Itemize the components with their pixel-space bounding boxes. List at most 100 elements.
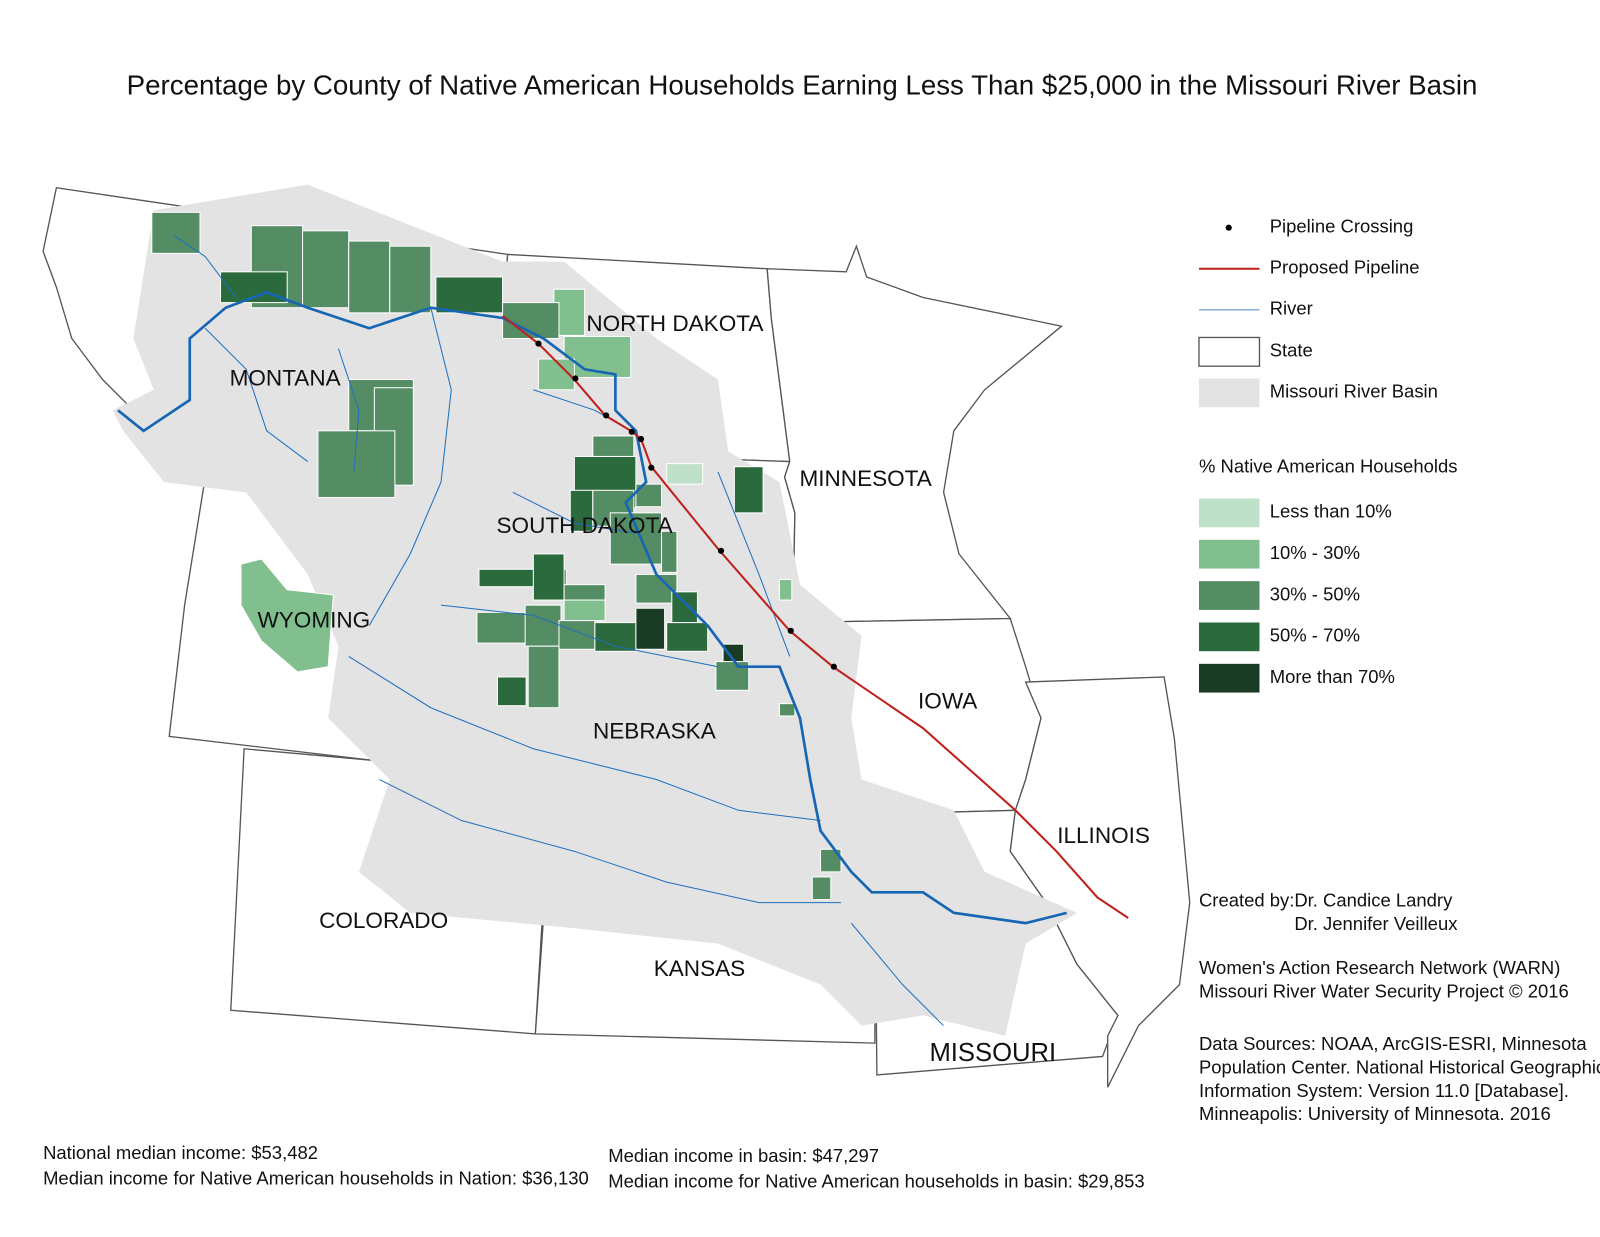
state-label: COLORADO <box>319 908 448 933</box>
credit-text: Information System: Version 11.0 [Databa… <box>1199 1080 1569 1101</box>
credit-text: Created by: <box>1199 889 1294 910</box>
legend-symbol <box>1225 224 1232 231</box>
county <box>594 622 637 652</box>
crossing <box>628 428 635 435</box>
stat-text: National median income: $53,482 <box>43 1142 318 1163</box>
county <box>476 611 529 644</box>
legend-swatch <box>1198 498 1260 528</box>
legend-swatch <box>1198 581 1260 610</box>
county <box>811 876 832 901</box>
credit-text: Dr. Candice Landry <box>1294 889 1453 910</box>
crossing <box>830 663 837 670</box>
legend-label: Proposed Pipeline <box>1270 257 1420 278</box>
county <box>151 211 201 254</box>
counties <box>151 211 842 901</box>
county <box>435 276 504 314</box>
state-label: NEBRASKA <box>593 718 716 743</box>
legend-label: 10% - 30% <box>1270 542 1360 563</box>
county <box>524 604 562 647</box>
county <box>527 645 560 709</box>
stat-text: Median income for Native American househ… <box>43 1167 589 1188</box>
state-label: NORTH DAKOTA <box>586 311 763 336</box>
credits: Created by: Dr. Candice Landry Dr. Jenni… <box>1199 889 1600 1123</box>
county <box>348 240 391 314</box>
legend-title: % Native American Households <box>1199 456 1457 477</box>
state-label: IOWA <box>918 689 977 714</box>
county <box>635 483 663 508</box>
stat-text: Median income in basin: $47,297 <box>608 1145 879 1166</box>
county <box>671 591 698 624</box>
county <box>240 558 334 673</box>
pipeline <box>501 315 1129 919</box>
legend-swatch <box>1198 622 1260 652</box>
title: Percentage by County of Native American … <box>127 70 1478 101</box>
missouri-river <box>117 290 1067 925</box>
legend-classes: Less than 10% 10% - 30% 30% - 50% 50% - 70%… <box>1198 498 1395 693</box>
river <box>440 604 719 668</box>
state-shape <box>766 244 1064 624</box>
state-label: KANSAS <box>654 956 745 981</box>
county <box>537 358 575 391</box>
river <box>204 327 308 462</box>
state-label: SOUTH DAKOTA <box>497 513 673 538</box>
crossing <box>648 464 655 471</box>
state-labels: MONTANA NORTH DAKOTA SOUTH DAKOTA WYOMIN… <box>230 311 1150 1067</box>
county <box>820 848 842 873</box>
legend-swatch <box>1198 539 1260 569</box>
legend-symbol <box>1198 378 1260 408</box>
state-label: ILLINOIS <box>1057 823 1150 848</box>
river <box>368 307 452 626</box>
rivers <box>117 235 1067 1027</box>
river <box>337 348 360 472</box>
crossing <box>535 340 542 347</box>
credit-text: Minneapolis: University of Minnesota. 20… <box>1199 1103 1551 1124</box>
credit-text: Population Center. National Historical G… <box>1199 1057 1600 1078</box>
county <box>496 676 527 707</box>
county <box>302 230 350 309</box>
legend-label: State <box>1270 340 1313 361</box>
state-shape <box>1009 676 1191 1088</box>
crossing <box>787 627 794 634</box>
county <box>635 607 666 650</box>
river <box>512 491 636 534</box>
county <box>389 245 432 314</box>
river <box>174 235 237 298</box>
credit-text: Data Sources: NOAA, ArcGIS-ESRI, Minneso… <box>1199 1033 1587 1054</box>
state-label: MINNESOTA <box>799 466 931 491</box>
river <box>348 656 821 822</box>
river <box>379 779 842 904</box>
crossing <box>572 375 579 382</box>
state-label: MISSOURI <box>929 1039 1056 1067</box>
river <box>850 922 944 1027</box>
county <box>778 579 793 601</box>
stat-text: Median income for Native American househ… <box>608 1170 1144 1191</box>
county <box>532 553 565 601</box>
pipeline-crossings <box>535 340 837 670</box>
county <box>558 620 596 650</box>
crossing <box>603 412 610 419</box>
crossing <box>717 547 725 554</box>
crossing <box>637 435 645 443</box>
legend-label: Less than 10% <box>1270 501 1392 522</box>
river <box>717 471 791 657</box>
legend-symbol <box>1198 336 1261 367</box>
legend-label: 50% - 70% <box>1270 625 1360 646</box>
legend-label: Pipeline Crossing <box>1270 216 1414 237</box>
county <box>563 599 606 622</box>
stats: National median income: $53,482 Median i… <box>43 1142 1145 1192</box>
credit-text: Missouri River Water Security Project © … <box>1199 981 1569 1002</box>
state-label: WYOMING <box>257 608 370 633</box>
legend-swatch <box>1198 663 1260 693</box>
legend-label: Missouri River Basin <box>1270 381 1438 402</box>
legend-label: River <box>1270 298 1313 319</box>
legend-label: More than 70% <box>1270 666 1395 687</box>
legend: Pipeline Crossing Proposed Pipeline Rive… <box>1198 216 1457 693</box>
credit-text: Dr. Jennifer Veilleux <box>1294 913 1458 934</box>
county <box>661 530 678 573</box>
county <box>733 466 764 514</box>
credit-text: Women's Action Research Network (WARN) <box>1199 957 1560 978</box>
county <box>778 703 796 717</box>
